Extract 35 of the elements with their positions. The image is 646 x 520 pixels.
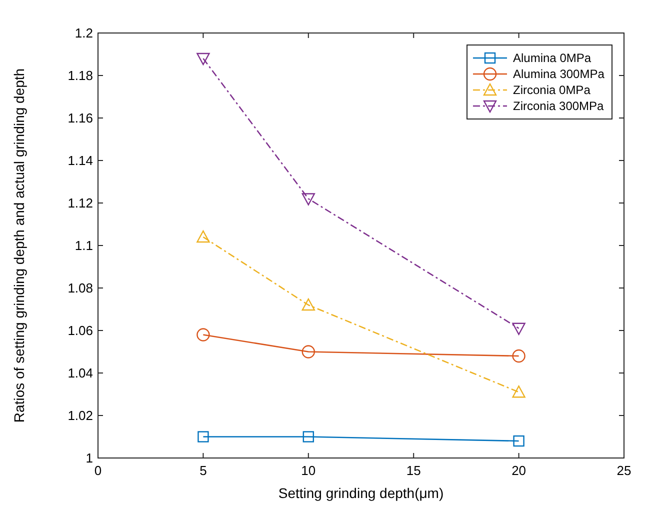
y-tick-label: 1 (86, 450, 93, 466)
y-tick-label: 1.12 (68, 196, 93, 211)
legend-label: Alumina 0MPa (513, 51, 592, 66)
y-tick-label: 1.1 (74, 238, 93, 254)
point (196, 230, 210, 243)
y-tick-label: 1.2 (74, 26, 93, 41)
point (198, 431, 209, 442)
point (512, 322, 526, 335)
y-tick-label: 1.14 (68, 153, 93, 168)
x-tick-label: 5 (200, 463, 207, 478)
point (302, 298, 315, 311)
y-tick-label: 1.08 (68, 280, 93, 296)
point (512, 349, 526, 363)
x-tick-label: 0 (94, 463, 102, 478)
legend-label: Alumina 300MPa (513, 67, 605, 82)
x-tick-label: 15 (406, 463, 421, 478)
point (196, 52, 210, 66)
point (512, 386, 526, 398)
y-tick-label: 1.02 (68, 408, 93, 424)
y-tick-label: 1.04 (68, 366, 93, 381)
y-axis-title: Ratios of setting grinding depth and actual grinding depth (11, 68, 27, 423)
y-tick-label: 1.18 (68, 68, 93, 84)
y-tick-label: 1.16 (68, 110, 93, 126)
x-tick-label: 10 (301, 463, 316, 478)
point (196, 328, 210, 342)
legend-label: Zirconia 0MPa (513, 83, 591, 98)
y-tick-label: 1.06 (68, 323, 93, 338)
point (302, 345, 315, 358)
legend-label: Zirconia 300MPa (513, 99, 604, 114)
x-axis-title: Setting grinding depth(μm) (278, 485, 444, 501)
point (302, 193, 315, 206)
x-tick-label: 20 (512, 463, 526, 478)
x-tick-label: 25 (616, 463, 632, 478)
point (513, 435, 524, 447)
point (302, 431, 314, 442)
